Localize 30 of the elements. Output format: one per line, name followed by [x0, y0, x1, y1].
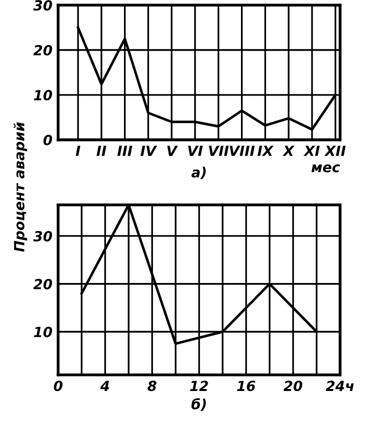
x-tick-label: 4 [100, 380, 110, 391]
y-axis-title: Процент аварий [14, 122, 28, 252]
x-tick-label: III [117, 146, 132, 156]
y-tick-label: 20 [33, 278, 52, 290]
x-tick-label: 16 [237, 380, 256, 392]
x-tick-label: II [96, 146, 106, 156]
x-tick-label: 12 [190, 380, 208, 391]
x-tick-label: 0 [54, 380, 62, 392]
text: а) [191, 166, 206, 180]
x-tick-label: XII [324, 146, 346, 156]
y-tick-label: 10 [34, 90, 52, 100]
x-tick-label: 20 [284, 380, 302, 392]
y-tick-label: 30 [33, 230, 52, 242]
x-tick-label: V [167, 146, 178, 156]
y-tick-label: 10 [34, 326, 52, 338]
y-tick-label: 0 [43, 134, 52, 146]
x-tick-label: I [76, 146, 80, 156]
y-tick-label: 20 [33, 44, 52, 56]
x-tick-label: IV [140, 146, 158, 156]
x-tick-label: 8 [148, 380, 156, 392]
x-tick-label: XI [303, 146, 320, 156]
x-tick-label: 24ч [326, 380, 354, 391]
x-tick-label: X [282, 146, 295, 156]
x-axis-title: мес [311, 164, 340, 172]
y-tick-label: 30 [33, 0, 52, 11]
x-tick-label: VII [208, 146, 229, 156]
x-tick-label: VI [188, 146, 203, 156]
x-tick-label: VIII [230, 146, 255, 156]
x-tick-label: IX [258, 146, 274, 156]
text: б) [191, 398, 206, 412]
